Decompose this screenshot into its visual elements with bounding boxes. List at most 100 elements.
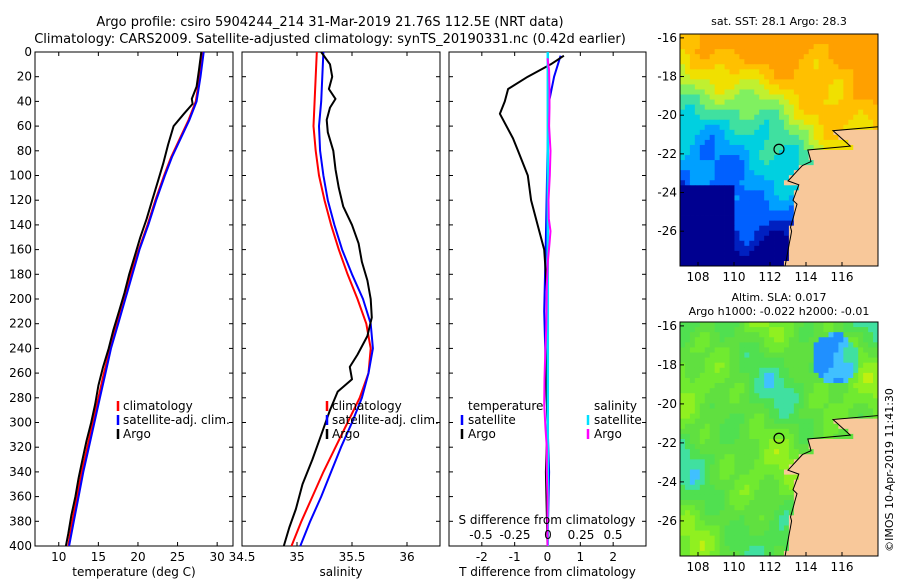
field-cell [788, 200, 795, 206]
field-cell [689, 393, 696, 399]
field-cell [774, 84, 780, 90]
field-cell [779, 377, 785, 384]
field-cell [724, 489, 730, 496]
field-cell [729, 240, 735, 247]
field-cell [759, 260, 765, 267]
field-cell [833, 489, 839, 496]
field-cell [823, 413, 829, 420]
field-cell [684, 210, 691, 216]
field-cell [818, 59, 824, 65]
field-cell [684, 180, 691, 186]
field-cell [798, 74, 805, 80]
field-cell [808, 403, 815, 409]
field-cell [749, 464, 755, 470]
field-cell [858, 255, 864, 262]
field-cell [774, 195, 780, 201]
field-cell [739, 94, 745, 100]
field-cell [689, 357, 696, 364]
field-cell [868, 459, 874, 465]
field-cell [813, 139, 819, 146]
field-cell [709, 99, 716, 106]
field-cell [808, 535, 815, 542]
field-cell [739, 474, 745, 481]
field-cell [680, 332, 686, 338]
field-cell [818, 84, 824, 90]
field-cell [863, 479, 869, 486]
field-cell [868, 388, 874, 394]
field-cell [739, 454, 745, 460]
field-cell [828, 342, 834, 348]
field-cell [734, 74, 740, 80]
field-cell [863, 240, 869, 247]
field-cell [684, 155, 691, 161]
field-cell [813, 342, 819, 348]
field-cell [808, 255, 815, 262]
field-cell [803, 225, 810, 232]
field-cell [694, 34, 701, 40]
legend-label: Argo [594, 427, 622, 441]
field-cell [734, 362, 740, 369]
field-cell [803, 144, 810, 151]
field-cell [699, 332, 706, 338]
field-cell [729, 510, 735, 516]
field-cell [779, 428, 785, 435]
field-cell [774, 327, 780, 333]
field-cell [873, 342, 879, 348]
field-cell [853, 367, 859, 374]
field-cell [808, 327, 815, 333]
field-cell [754, 170, 760, 176]
field-cell [734, 39, 740, 45]
credit-text: ©IMOS 10-Apr-2019 11:41:30 [883, 388, 896, 552]
field-cell [774, 352, 780, 359]
field-cell [769, 398, 775, 404]
field-cell [818, 444, 824, 450]
field-cell [744, 347, 750, 353]
field-cell [803, 423, 810, 430]
field-cell [734, 84, 740, 90]
field-cell [808, 39, 815, 45]
field-cell [764, 423, 770, 430]
field-cell [749, 342, 755, 348]
sst-field [680, 34, 879, 267]
field-cell [783, 114, 790, 121]
field-cell [798, 377, 805, 384]
field-cell [709, 500, 716, 506]
field-cell [680, 454, 686, 460]
field-cell [828, 119, 834, 126]
field-cell [873, 454, 879, 460]
field-cell [759, 520, 765, 526]
field-cell [808, 444, 815, 450]
field-cell [739, 200, 745, 206]
field-cell [699, 520, 706, 526]
field-cell [783, 180, 790, 186]
field-cell [833, 423, 839, 430]
field-cell [684, 165, 691, 171]
field-cell [764, 352, 770, 359]
field-cell [719, 59, 725, 65]
field-cell [719, 94, 725, 100]
field-cell [868, 235, 874, 242]
field-cell [744, 520, 750, 526]
field-cell [739, 240, 745, 247]
field-cell [858, 160, 864, 166]
field-cell [744, 383, 750, 389]
field-cell [694, 383, 701, 389]
field-cell [803, 403, 810, 409]
field-cell [873, 444, 879, 450]
field-cell [823, 200, 829, 206]
field-cell [734, 505, 740, 511]
field-cell [818, 139, 824, 146]
field-cell [724, 500, 730, 506]
field-cell [873, 464, 879, 470]
field-cell [783, 444, 790, 450]
field-cell [798, 418, 805, 425]
field-cell [764, 494, 770, 501]
field-cell [689, 200, 696, 206]
field-cell [833, 428, 839, 435]
field-cell [714, 545, 720, 552]
field-cell [769, 84, 775, 90]
field-cell [714, 89, 720, 95]
field-cell [803, 352, 810, 359]
field-cell [734, 550, 740, 557]
